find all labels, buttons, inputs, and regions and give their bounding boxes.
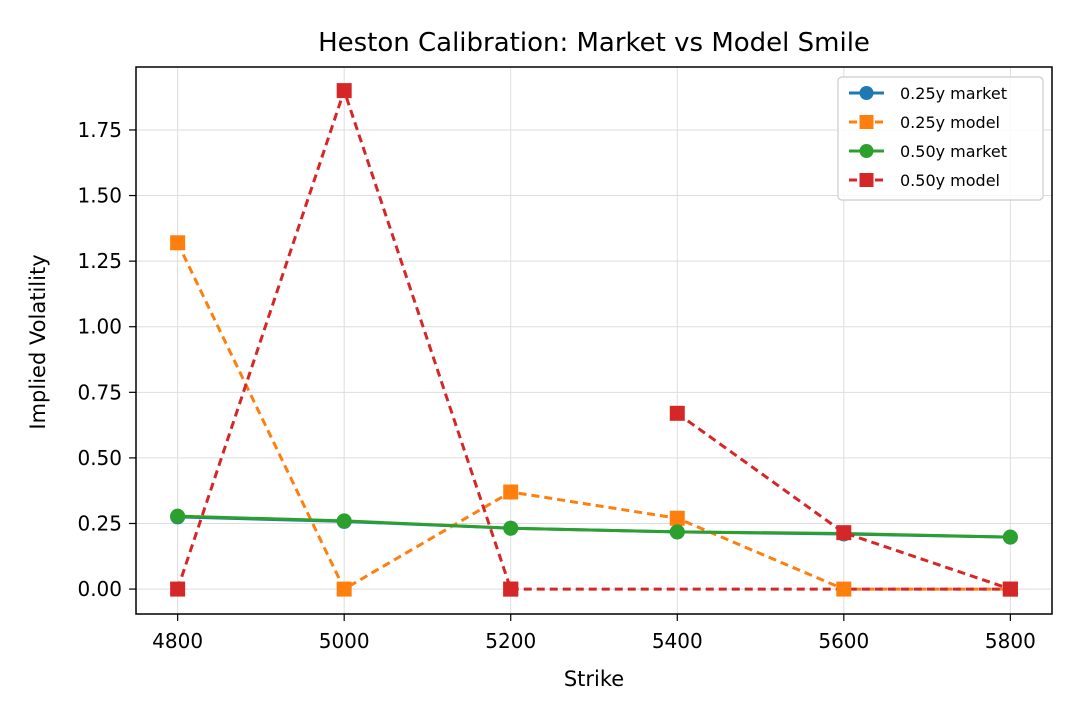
x-axis-label: Strike <box>564 667 624 691</box>
tick-layer: 4800 5000 5200 5400 5600 5800 0.00 0.25 0.50 0.75… <box>77 118 1035 653</box>
series-3-point-6 <box>503 581 519 597</box>
series-3-point-0 <box>170 581 186 597</box>
legend-box <box>837 76 1044 201</box>
y-tick-label-2: 0.50 <box>77 446 122 470</box>
series-layer <box>170 83 1018 597</box>
series-3-point-4 <box>836 525 852 541</box>
y-tick-label-4: 1.00 <box>77 315 122 339</box>
series-2-point-3 <box>669 524 685 540</box>
series-2-point-0 <box>170 508 186 524</box>
series-1-point-0 <box>170 235 186 251</box>
series-1-line <box>176 242 1011 591</box>
legend-marker-2 <box>859 144 874 158</box>
series-2-point-2 <box>503 520 519 536</box>
legend-marker-1 <box>859 115 874 129</box>
series-1-point-1 <box>336 581 352 597</box>
x-tick-label-2: 5200 <box>485 629 536 653</box>
grid-layer <box>136 67 1052 614</box>
x-tick-label-5: 5800 <box>985 629 1036 653</box>
legend-marker-3 <box>859 173 874 187</box>
series-3-line-seg-1 <box>676 412 1011 591</box>
plot-frame <box>135 66 1053 615</box>
legend-marker-0 <box>859 86 874 100</box>
y-tick-label-5: 1.25 <box>77 249 122 273</box>
chart-title: Heston Calibration: Market vs Model Smil… <box>318 28 870 58</box>
series-1-point-4 <box>836 581 852 597</box>
y-tick-label-1: 0.25 <box>77 511 122 535</box>
series-1-point-2 <box>503 484 519 500</box>
y-tick-label-7: 1.75 <box>77 118 122 142</box>
y-tick-label-6: 1.50 <box>77 184 122 208</box>
series-3-point-3 <box>669 405 685 421</box>
series-1-point-3 <box>669 510 685 526</box>
legend-label-3: 0.50y model <box>900 171 1000 190</box>
axes-layer <box>135 66 1053 615</box>
legend-label-0: 0.25y market <box>900 84 1007 103</box>
series-3-point-1 <box>336 83 352 99</box>
series-2-point-5 <box>1002 529 1018 545</box>
x-tick-label-0: 4800 <box>152 629 203 653</box>
series-3-point-7 <box>1002 581 1018 597</box>
x-tick-label-1: 5000 <box>319 629 370 653</box>
x-tick-label-4: 5600 <box>818 629 869 653</box>
y-tick-label-0: 0.00 <box>77 577 122 601</box>
y-tick-label-3: 0.75 <box>77 380 122 404</box>
series-2-point-1 <box>336 513 352 529</box>
legend-label-2: 0.50y market <box>900 142 1007 161</box>
legend: 0.25y market 0.25y model 0.50y market 0.50y… <box>837 76 1044 201</box>
y-axis-label: Implied Volatility <box>26 254 50 429</box>
series-2-line <box>177 514 1011 539</box>
legend-label-1: 0.25y model <box>900 113 1000 132</box>
x-tick-label-3: 5400 <box>652 629 703 653</box>
